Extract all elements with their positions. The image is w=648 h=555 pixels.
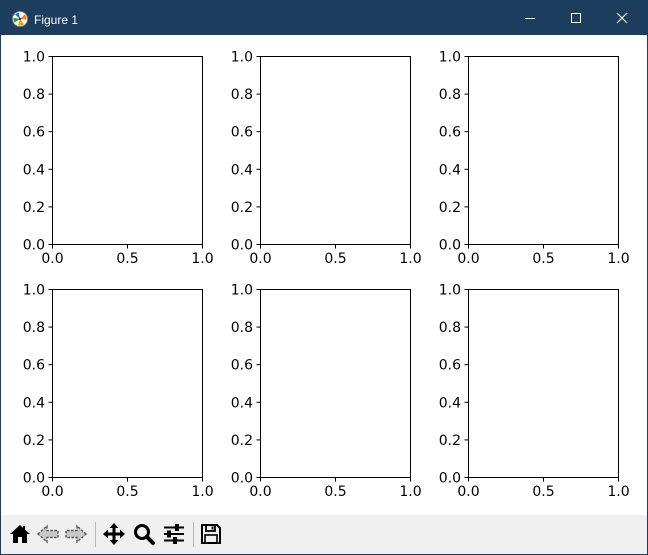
figure-canvas[interactable]: 0.0 0.5 1.0 0.0 0.2 0.4 0.6 0.8 1.0 0.0 0.5 1.0 0.0 0… [1, 35, 647, 515]
axes-frame[interactable] [468, 56, 619, 245]
subplot-5[interactable]: 0.0 0.5 1.0 0.0 0.2 0.4 0.6 0.8 1.0 [231, 283, 422, 501]
y-tick-label: 0.6 [231, 358, 253, 374]
x-tick-label: 0.5 [532, 251, 554, 267]
y-tick-label: 0.2 [439, 433, 461, 449]
y-tick-label: 0.2 [231, 433, 253, 449]
zoom-button[interactable] [130, 520, 158, 548]
axes-frame[interactable] [468, 289, 619, 478]
y-tick-label: 0.4 [23, 395, 45, 411]
y-tick-label: 0.8 [439, 87, 461, 103]
forward-button[interactable] [62, 520, 90, 548]
y-tick-label: 0.6 [439, 358, 461, 374]
x-tick-label: 0.0 [249, 251, 271, 267]
y-tick-label: 0.4 [439, 162, 461, 178]
save-icon [201, 524, 221, 544]
home-icon [10, 525, 30, 543]
window-title: Figure 1 [34, 13, 79, 27]
toolbar-separator [95, 522, 96, 547]
x-tick-label: 0.0 [249, 484, 271, 500]
x-tick-label: 1.0 [399, 484, 421, 500]
save-button[interactable] [197, 520, 225, 548]
x-tick-label: 0.5 [324, 484, 346, 500]
y-tick-label: 1.0 [23, 283, 45, 299]
y-tick-label: 0.0 [231, 238, 253, 254]
move-icon [103, 523, 125, 545]
subplot-2[interactable]: 0.0 0.5 1.0 0.0 0.2 0.4 0.6 0.8 1.0 [231, 50, 422, 268]
close-icon [616, 12, 628, 24]
y-tick-label: 0.0 [439, 238, 461, 254]
subplot-3[interactable]: 0.0 0.5 1.0 0.0 0.2 0.4 0.6 0.8 1.0 [439, 50, 630, 268]
y-tick-label: 1.0 [439, 283, 461, 299]
maximize-button[interactable] [553, 1, 599, 35]
x-tick-label: 1.0 [399, 251, 421, 267]
maximize-icon [571, 13, 581, 23]
back-button[interactable] [34, 520, 62, 548]
zoom-icon [134, 524, 155, 545]
y-tick-label: 0.0 [23, 238, 45, 254]
x-tick-label: 1.0 [191, 484, 213, 500]
y-tick-label: 0.0 [23, 471, 45, 487]
y-tick-label: 0.4 [439, 395, 461, 411]
y-tick-label: 0.8 [231, 87, 253, 103]
configure-subplots-button[interactable] [160, 520, 188, 548]
minimize-button[interactable] [507, 1, 553, 35]
sliders-icon [164, 524, 184, 544]
y-tick-label: 1.0 [23, 50, 45, 66]
y-tick-label: 0.2 [23, 433, 45, 449]
y-tick-label: 0.4 [231, 395, 253, 411]
x-tick-label: 0.5 [116, 251, 138, 267]
y-tick-label: 0.0 [231, 471, 253, 487]
y-tick-label: 0.2 [231, 200, 253, 216]
close-button[interactable] [599, 1, 645, 35]
x-tick-label: 1.0 [607, 251, 629, 267]
y-tick-label: 0.8 [439, 320, 461, 336]
y-tick-label: 0.2 [23, 200, 45, 216]
y-tick-label: 0.6 [23, 125, 45, 141]
subplot-4[interactable]: 0.0 0.5 1.0 0.0 0.2 0.4 0.6 0.8 1.0 [23, 283, 214, 501]
y-tick-label: 0.4 [23, 162, 45, 178]
axes-frame[interactable] [52, 56, 203, 245]
y-tick-label: 0.8 [231, 320, 253, 336]
subplot-1[interactable]: 0.0 0.5 1.0 0.0 0.2 0.4 0.6 0.8 1.0 [23, 50, 214, 268]
matplotlib-logo-icon[interactable] [12, 11, 28, 27]
subplot-6[interactable]: 0.0 0.5 1.0 0.0 0.2 0.4 0.6 0.8 1.0 [439, 283, 630, 501]
minimize-icon [525, 18, 535, 19]
home-button[interactable] [6, 520, 34, 548]
toolbar-separator [193, 522, 194, 547]
x-tick-label: 1.0 [191, 251, 213, 267]
pan-button[interactable] [100, 520, 128, 548]
forward-arrow-icon [65, 524, 88, 544]
subplot-grid[interactable]: 0.0 0.5 1.00.00.20.40.60.81.00.0 0.5 1.00.00… [1, 35, 647, 515]
navigation-toolbar [1, 515, 647, 554]
y-tick-label: 1.0 [439, 50, 461, 66]
x-tick-label: 0.5 [532, 484, 554, 500]
y-tick-label: 1.0 [231, 283, 253, 299]
y-tick-label: 0.6 [439, 125, 461, 141]
y-tick-label: 0.6 [23, 358, 45, 374]
y-tick-label: 0.4 [231, 162, 253, 178]
back-arrow-icon [36, 524, 59, 544]
x-tick-label: 0.0 [41, 484, 63, 500]
y-tick-label: 0.8 [23, 87, 45, 103]
x-tick-label: 0.0 [457, 251, 479, 267]
x-tick-label: 0.5 [116, 484, 138, 500]
title-bar[interactable]: Figure 1 [1, 1, 647, 35]
axes-frame[interactable] [260, 56, 411, 245]
x-tick-label: 0.5 [324, 251, 346, 267]
x-tick-label: 0.0 [457, 484, 479, 500]
x-tick-label: 1.0 [607, 484, 629, 500]
x-tick-label: 0.0 [41, 251, 63, 267]
axes-frame[interactable] [260, 289, 411, 478]
y-tick-label: 1.0 [231, 50, 253, 66]
axes-frame[interactable] [52, 289, 203, 478]
y-tick-label: 0.6 [231, 125, 253, 141]
y-tick-label: 0.2 [439, 200, 461, 216]
y-tick-label: 0.8 [23, 320, 45, 336]
y-tick-label: 0.0 [439, 471, 461, 487]
